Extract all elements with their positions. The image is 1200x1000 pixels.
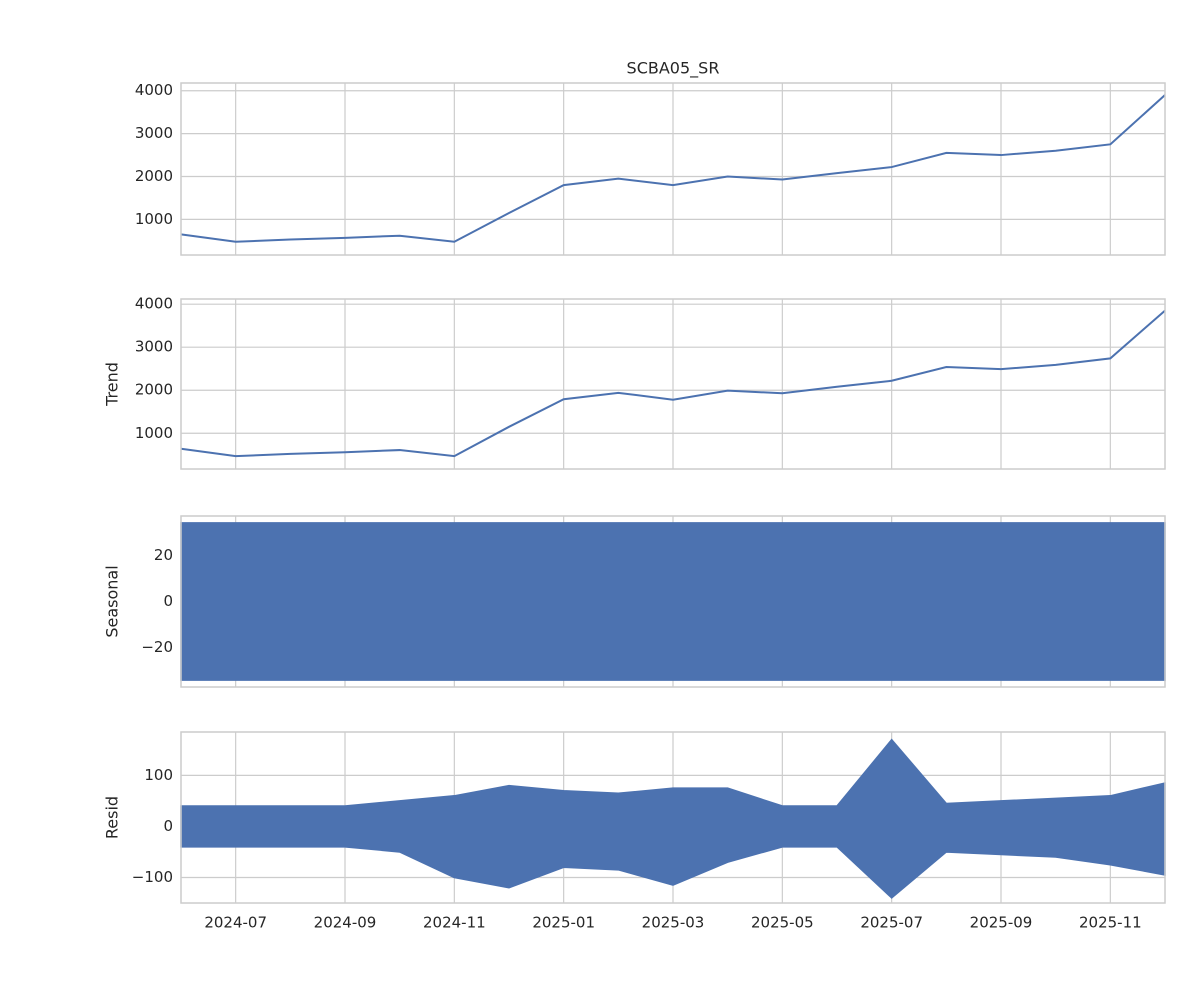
y-tick-label: 0: [163, 817, 173, 835]
y-tick-label: 20: [154, 546, 173, 564]
x-tick-label: 2025-01: [532, 914, 595, 932]
y-tick-label: 4000: [135, 295, 173, 313]
x-tick-label: 2024-11: [423, 914, 486, 932]
x-tick-label: 2025-11: [1079, 914, 1142, 932]
y-tick-label: 3000: [135, 338, 173, 356]
y-axis-label: Trend: [103, 362, 122, 407]
y-tick-label: −100: [132, 868, 173, 886]
x-tick-label: 2025-03: [642, 914, 705, 932]
y-tick-label: 4000: [135, 81, 173, 99]
axes-frame: [180, 82, 1166, 256]
axes-frame: [180, 731, 1166, 904]
x-tick-label: 2024-09: [314, 914, 377, 932]
y-tick-label: −20: [141, 638, 173, 656]
y-axis-label: Resid: [103, 796, 122, 839]
chart-title: SCBA05_SR: [627, 59, 720, 79]
data-band: [180, 522, 1166, 681]
y-axis-label: Seasonal: [103, 565, 122, 637]
axes-frame: [180, 298, 1166, 470]
y-tick-label: 1000: [135, 424, 173, 442]
y-tick-label: 3000: [135, 124, 173, 142]
data-line: [180, 94, 1166, 243]
y-tick-label: 100: [144, 766, 173, 784]
x-tick-label: 2025-05: [751, 914, 814, 932]
y-tick-label: 2000: [135, 167, 173, 185]
y-tick-label: 1000: [135, 210, 173, 228]
y-tick-label: 0: [163, 592, 173, 610]
y-tick-label: 2000: [135, 381, 173, 399]
data-line: [180, 309, 1166, 458]
x-tick-label: 2025-07: [860, 914, 923, 932]
x-tick-label: 2025-09: [970, 914, 1033, 932]
axes-frame: [180, 515, 1166, 688]
x-tick-label: 2024-07: [204, 914, 267, 932]
